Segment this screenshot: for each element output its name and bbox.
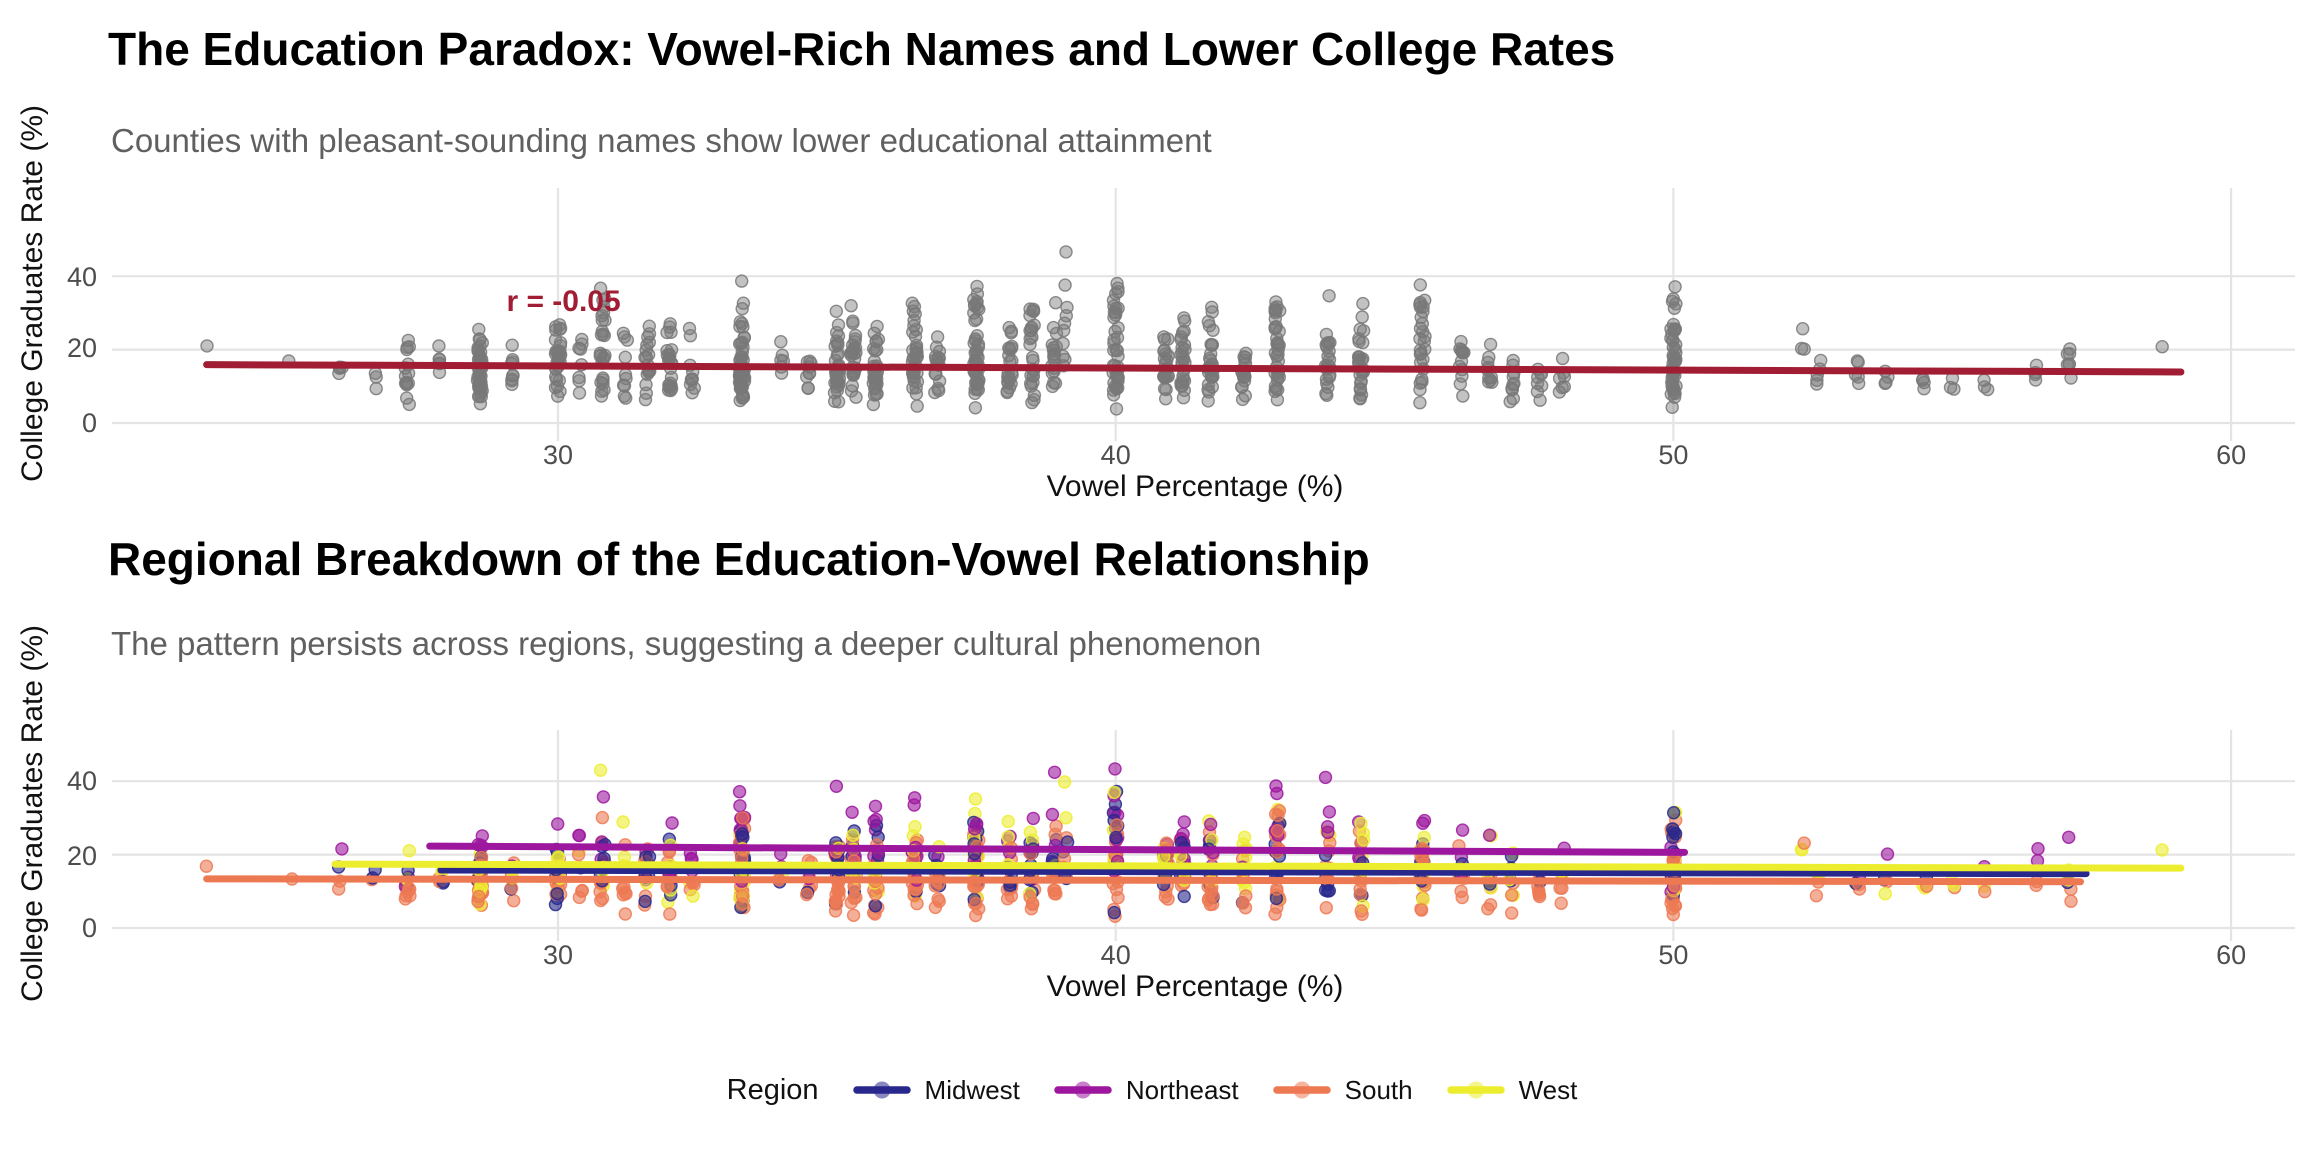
svg-text:50: 50 bbox=[1658, 940, 1688, 970]
chart-subtitle-bottom: The pattern persists across regions, sug… bbox=[111, 625, 1262, 662]
y-tick-labels-chart-2: 0 20 40 bbox=[67, 766, 97, 943]
points-chart-1 bbox=[200, 245, 2169, 416]
svg-text:0: 0 bbox=[82, 913, 97, 943]
legend-item-south: South bbox=[1272, 1074, 1413, 1106]
legend-item-west: West bbox=[1446, 1074, 1578, 1106]
legend-item-midwest: Midwest bbox=[852, 1074, 1020, 1106]
svg-text:40: 40 bbox=[1101, 440, 1131, 470]
svg-text:50: 50 bbox=[1658, 440, 1688, 470]
legend-key-icon bbox=[852, 1081, 911, 1099]
chart-subtitle-top: Counties with pleasant-sounding names sh… bbox=[111, 122, 1212, 159]
svg-text:30: 30 bbox=[543, 440, 573, 470]
legend-key-icon bbox=[1272, 1081, 1331, 1099]
svg-text:40: 40 bbox=[67, 262, 97, 292]
svg-text:60: 60 bbox=[2216, 440, 2246, 470]
legend: Region Midwest Northeast South West bbox=[0, 1062, 2304, 1118]
svg-text:r = -0.05: r = -0.05 bbox=[506, 285, 620, 318]
gridlines-chart-2 bbox=[112, 730, 2295, 941]
y-axis-title-bottom: College Graduates Rate (%) bbox=[16, 625, 49, 1002]
chart-title-bottom: Regional Breakdown of the Education-Vowe… bbox=[108, 533, 1370, 585]
legend-title: Region bbox=[726, 1073, 819, 1106]
trend-lines-chart-1 bbox=[203, 361, 2185, 376]
svg-text:20: 20 bbox=[67, 841, 97, 871]
legend-item-label: Midwest bbox=[924, 1074, 1020, 1105]
x-axis-title-bottom: Vowel Percentage (%) bbox=[1046, 970, 1344, 1003]
correlation-annotation: r = -0.05 bbox=[506, 285, 620, 318]
chart-title-top: The Education Paradox: Vowel-Rich Names … bbox=[108, 23, 1616, 75]
svg-text:0: 0 bbox=[82, 408, 97, 438]
legend-key-icon bbox=[1446, 1081, 1505, 1099]
legend-item-northeast: Northeast bbox=[1054, 1075, 1239, 1106]
y-tick-labels-chart-1: 0 20 40 bbox=[67, 262, 97, 438]
x-tick-labels-chart-1: 30 40 50 60 bbox=[543, 440, 2246, 470]
svg-text:30: 30 bbox=[543, 940, 573, 970]
svg-text:40: 40 bbox=[1101, 940, 1131, 970]
legend-item-label: Northeast bbox=[1125, 1074, 1239, 1105]
svg-text:40: 40 bbox=[67, 766, 97, 796]
legend-item-label: West bbox=[1518, 1074, 1578, 1105]
points-chart-2 bbox=[199, 762, 2169, 923]
svg-text:20: 20 bbox=[67, 333, 97, 363]
svg-text:60: 60 bbox=[2216, 940, 2246, 970]
x-tick-labels-chart-2: 30 40 50 60 bbox=[543, 940, 2246, 970]
y-axis-title-top: College Graduates Rate (%) bbox=[16, 105, 49, 482]
trend-lines-chart-2 bbox=[203, 842, 2185, 886]
legend-key-icon bbox=[1054, 1081, 1112, 1099]
legend-item-label: South bbox=[1344, 1074, 1413, 1105]
x-axis-title-top: Vowel Percentage (%) bbox=[1046, 470, 1344, 503]
